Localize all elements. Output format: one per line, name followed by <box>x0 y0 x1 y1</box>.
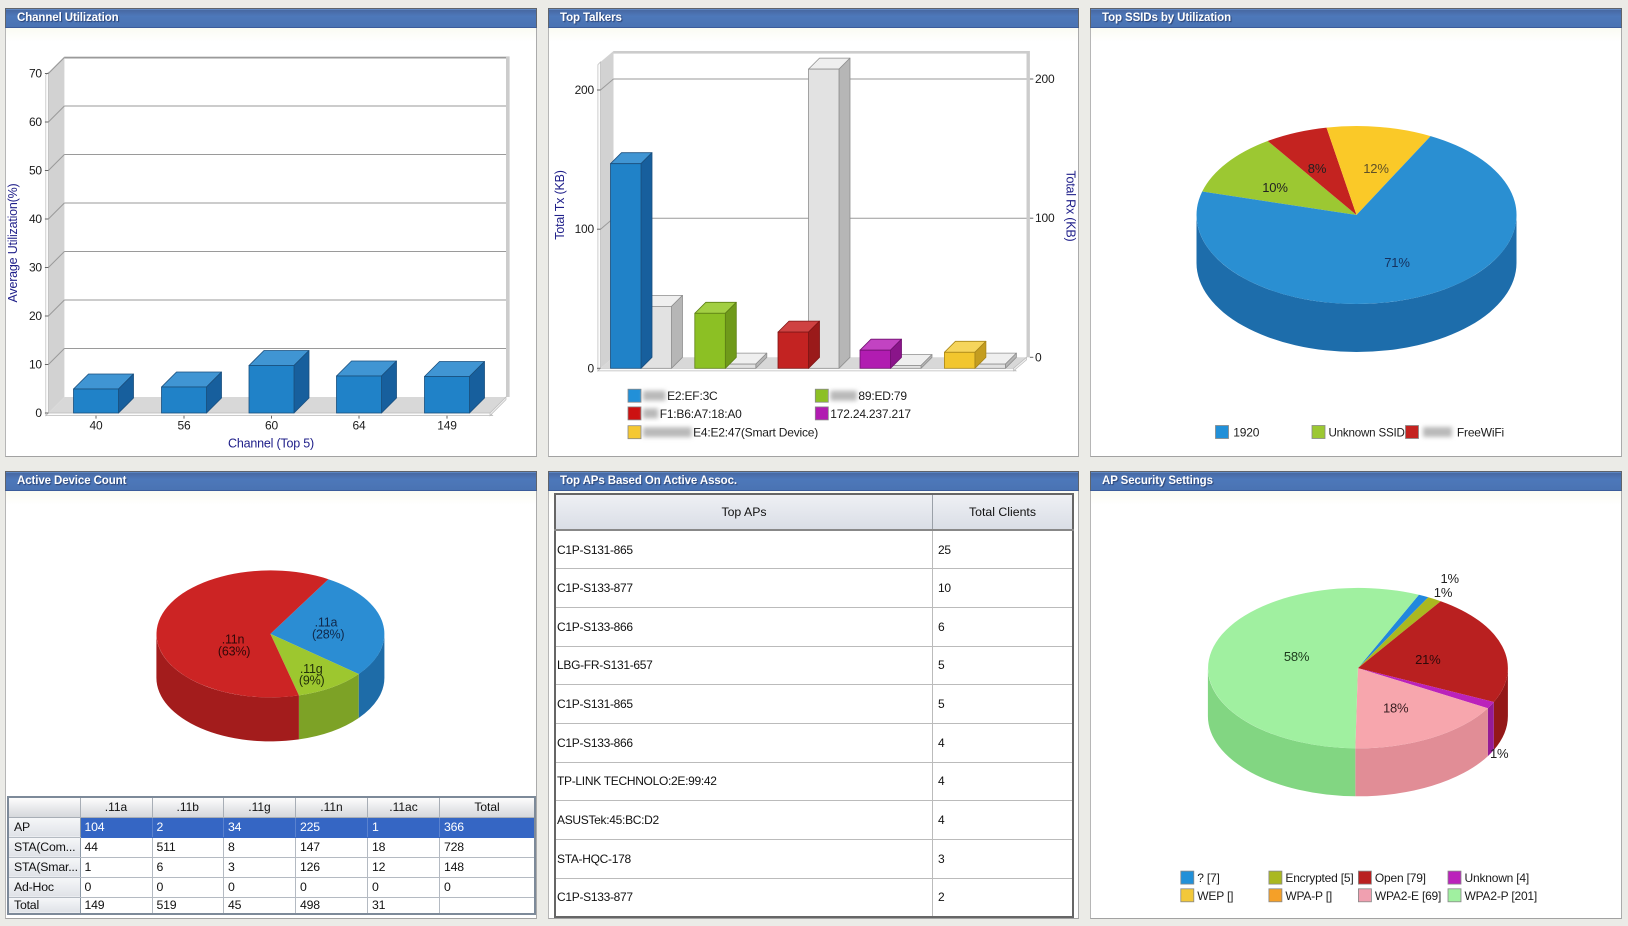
svg-text:100: 100 <box>575 222 595 236</box>
svg-text:1%: 1% <box>1434 585 1453 600</box>
svg-text:172.24.237.217: 172.24.237.217 <box>830 407 911 421</box>
svg-text:60: 60 <box>29 115 42 129</box>
svg-text:64: 64 <box>353 419 366 433</box>
svg-text:Unknown SSID: Unknown SSID <box>1329 427 1405 440</box>
svg-text:0: 0 <box>35 406 42 420</box>
svg-text:.11a: .11a <box>315 616 338 630</box>
svg-text:(63%): (63%) <box>218 644 250 658</box>
svg-text:E2:EF:3C: E2:EF:3C <box>667 389 718 403</box>
svg-text:200: 200 <box>1035 72 1055 86</box>
svg-text:WPA2-P [201]: WPA2-P [201] <box>1465 889 1538 903</box>
svg-text:1%: 1% <box>1441 571 1460 586</box>
svg-text:.11n: .11n <box>222 633 245 647</box>
svg-text:100: 100 <box>1035 211 1055 225</box>
svg-text:40: 40 <box>90 419 103 433</box>
svg-text:20: 20 <box>29 309 42 323</box>
svg-text:50: 50 <box>29 164 42 178</box>
svg-text:30: 30 <box>29 261 42 275</box>
svg-text:0: 0 <box>1035 350 1042 364</box>
svg-text:Open [79]: Open [79] <box>1375 871 1426 885</box>
svg-text:Total Tx (KB): Total Tx (KB) <box>553 170 567 239</box>
svg-text:WPA2-E [69]: WPA2-E [69] <box>1375 889 1441 903</box>
svg-text:(9%): (9%) <box>299 673 325 687</box>
svg-text:10: 10 <box>29 358 42 372</box>
svg-text:E4:E2:47(Smart Device): E4:E2:47(Smart Device) <box>693 426 818 440</box>
svg-text:71%: 71% <box>1384 255 1410 270</box>
svg-text:1%: 1% <box>1490 746 1509 761</box>
svg-text:200: 200 <box>575 83 595 97</box>
svg-text:8%: 8% <box>1308 161 1327 176</box>
svg-text:FreeWiFi: FreeWiFi <box>1457 426 1504 440</box>
svg-text:0: 0 <box>588 361 595 375</box>
svg-text:WPA-P []: WPA-P [] <box>1285 889 1332 903</box>
svg-text:Encrypted [5]: Encrypted [5] <box>1285 871 1353 885</box>
svg-text:(28%): (28%) <box>312 627 344 641</box>
svg-text:18%: 18% <box>1383 700 1409 715</box>
svg-text:70: 70 <box>29 67 42 81</box>
svg-text:12%: 12% <box>1363 161 1389 176</box>
svg-text:21%: 21% <box>1415 652 1441 667</box>
svg-text:60: 60 <box>265 419 278 433</box>
svg-text:Channel (Top 5): Channel (Top 5) <box>228 437 314 451</box>
svg-text:F1:B6:A7:18:A0: F1:B6:A7:18:A0 <box>660 407 742 421</box>
svg-text:? [7]: ? [7] <box>1197 871 1219 885</box>
svg-text:89:ED:79: 89:ED:79 <box>858 389 907 403</box>
svg-text:1920: 1920 <box>1233 426 1259 440</box>
svg-text:40: 40 <box>29 212 42 226</box>
svg-text:Average Utilization(%): Average Utilization(%) <box>6 183 20 302</box>
svg-text:56: 56 <box>178 419 191 433</box>
svg-text:Total Rx (KB): Total Rx (KB) <box>1063 170 1077 241</box>
svg-text:.11g: .11g <box>300 662 323 676</box>
svg-text:149: 149 <box>437 419 457 433</box>
svg-text:Unknown [4]: Unknown [4] <box>1465 871 1530 885</box>
svg-text:10%: 10% <box>1262 180 1288 195</box>
svg-text:WEP []: WEP [] <box>1197 889 1233 903</box>
svg-text:58%: 58% <box>1284 649 1310 664</box>
